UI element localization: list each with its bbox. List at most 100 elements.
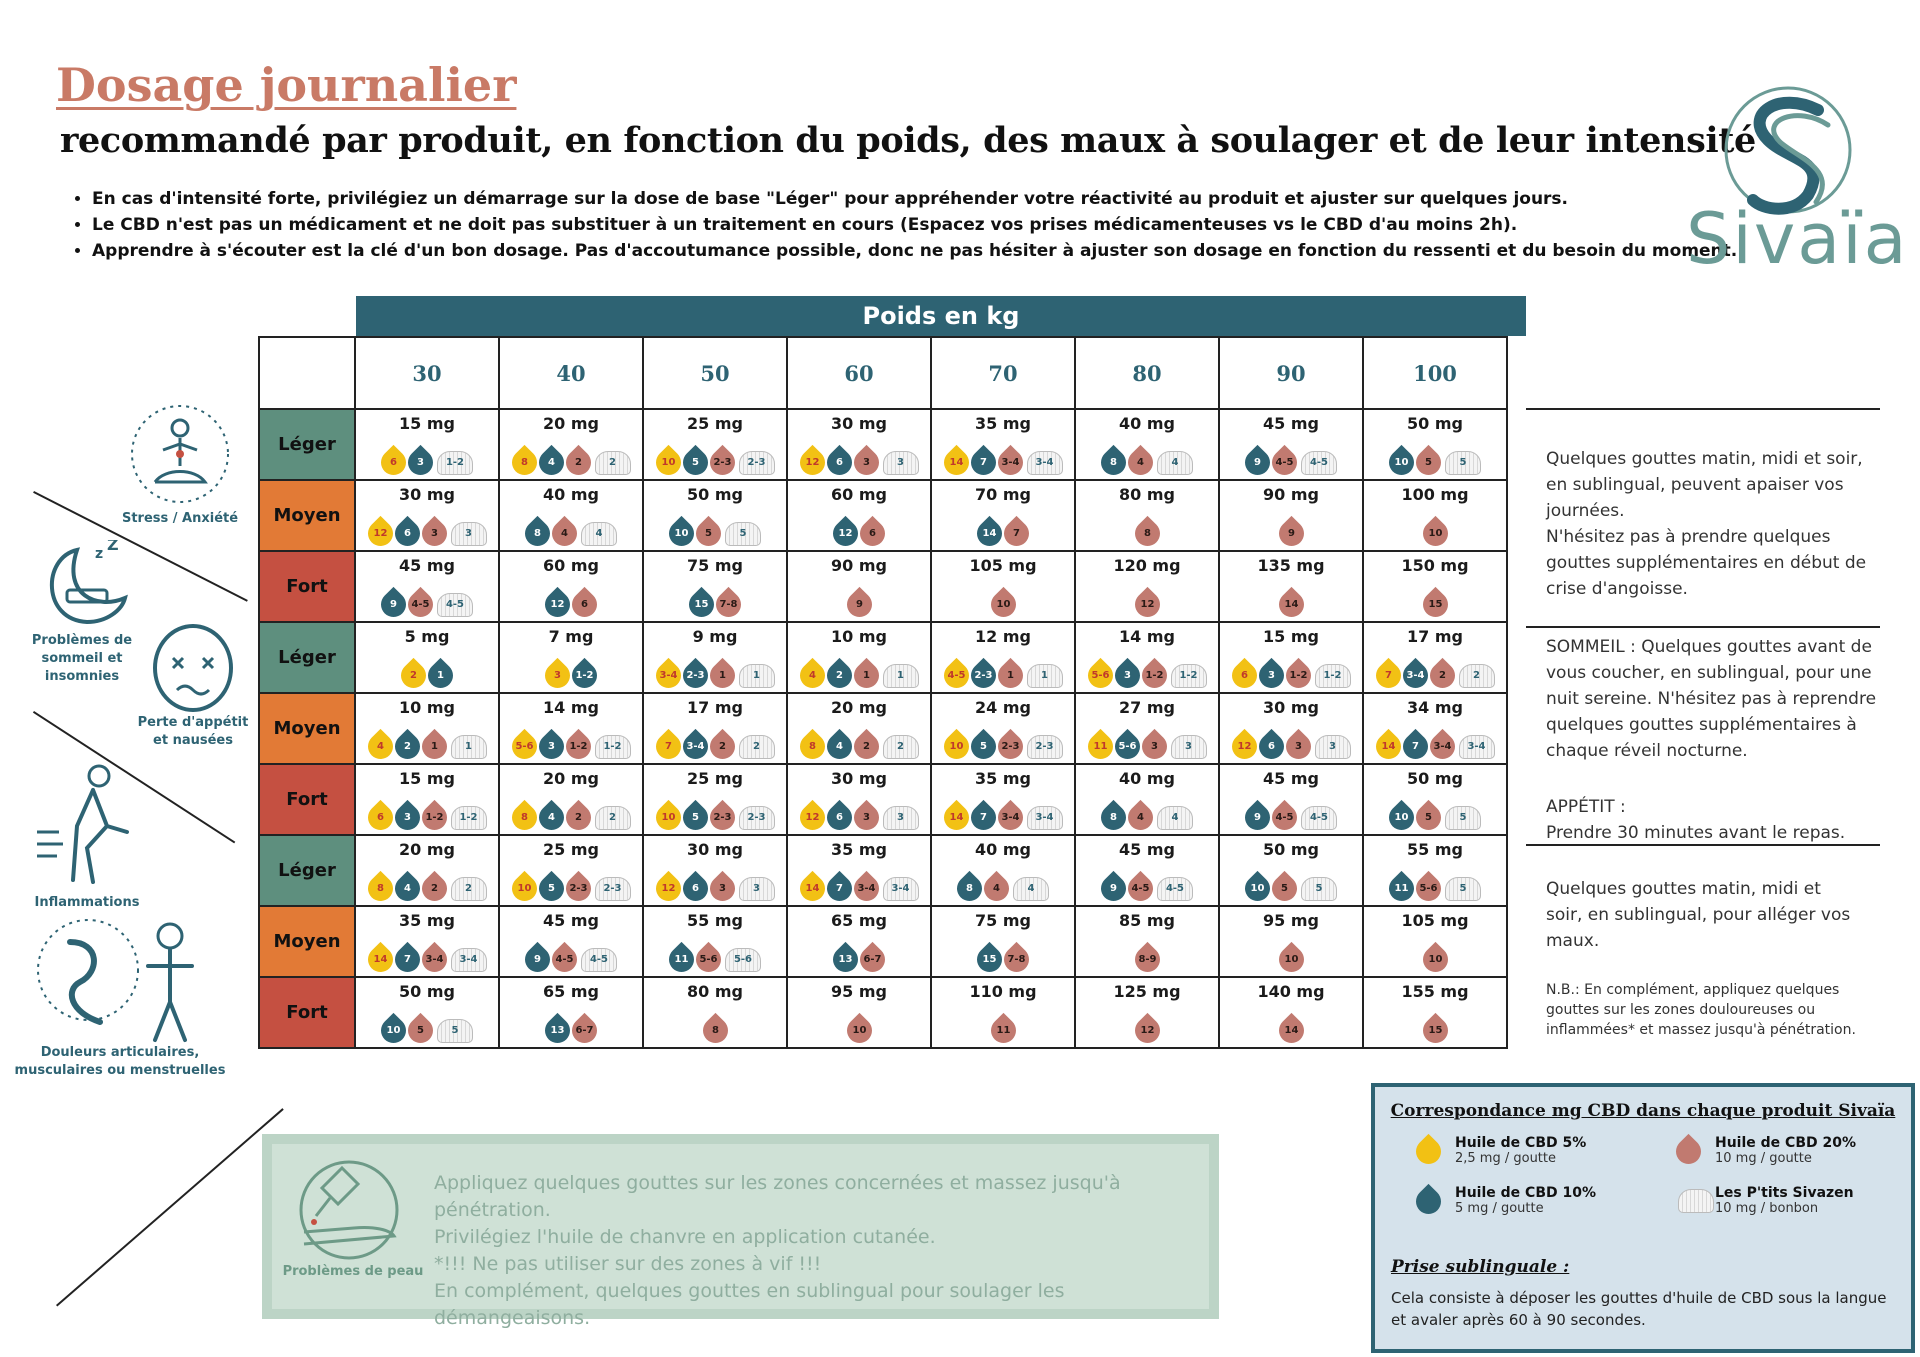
drop-group: 11 5-6 5 [1364, 870, 1506, 907]
dosage-cell: 80 mg 8 [642, 976, 788, 1049]
drop-count: 9 [1287, 528, 1295, 539]
candy-shell-icon: 3 [882, 450, 919, 475]
dosage-row: Moyen 30 mg 12 6 3 3 40 mg 8 4 4 50 mg 10 5 5 60 mg 12 6… [258, 479, 1508, 552]
yellow-drop-icon: 7 [1370, 657, 1406, 694]
blue-drop-icon: 5 [533, 870, 569, 907]
dose-mg: 15 mg [399, 414, 455, 433]
dosage-cell: 35 mg 14 7 3-4 3-4 [354, 905, 500, 978]
drop-count: 3 [718, 883, 726, 894]
blue-drop-icon: 7 [965, 799, 1001, 836]
dosage-row: Fort 15 mg 6 3 1-2 1-2 20 mg 8 4 2 2 25 mg 10 5 2-3 2-3… [258, 763, 1508, 836]
drop-count: 8 [1110, 812, 1117, 823]
dosage-cell: 55 mg 11 5-6 5-6 [642, 905, 788, 978]
drop-count: 2 [574, 812, 582, 823]
rose-drop-icon: 14 [1273, 1012, 1309, 1049]
rose-drop-icon: 15 [1417, 586, 1453, 623]
blue-drop-icon: 14 [971, 515, 1008, 552]
weight-column-header: 80 [1074, 336, 1220, 410]
dosage-cell: 50 mg 10 5 5 [354, 976, 500, 1049]
drop-group: 10 5 2-3 2-3 [500, 870, 642, 907]
candy-shell-icon: 2-3 [738, 805, 775, 830]
candy-shell-icon: 4-5 [581, 947, 617, 972]
blue-drop-icon: 10 [663, 515, 700, 552]
dosage-cell: 20 mg 8 4 2 2 [786, 692, 932, 765]
rose-drop-icon: 5 [690, 515, 727, 552]
remark-stress: Quelques gouttes matin, midi et soir, en… [1546, 446, 1866, 602]
divider [1526, 844, 1880, 846]
rose-drop-icon: 3 [704, 870, 740, 907]
category-label: Stress / Anxiété [121, 511, 239, 526]
rose-drop-icon: 1-2 [1136, 657, 1172, 694]
dosage-cell: 65 mg 13 6-7 [498, 976, 644, 1049]
drop-group: 9 [788, 586, 930, 623]
drop-count: 3 [403, 812, 411, 823]
dosage-cell: 155 mg 15 [1362, 976, 1508, 1049]
candy-shell-icon: 1-2 [450, 805, 487, 830]
drop-count: 1 [862, 670, 870, 681]
dosage-cell: 5 mg 2 1 [354, 621, 500, 694]
yellow-drop-icon: 6 [375, 444, 412, 481]
dose-mg: 100 mg [1401, 485, 1469, 504]
yellow-drop-icon: 4 [362, 728, 398, 765]
dose-mg: 150 mg [1401, 556, 1469, 575]
dose-mg: 80 mg [687, 982, 743, 1001]
rose-drop-icon: 5 [402, 1012, 439, 1049]
dosage-cell: 40 mg 8 4 4 [498, 479, 644, 552]
drop-count: 4 [561, 528, 568, 539]
dose-mg: 95 mg [1263, 911, 1319, 930]
rose-drop-icon: 2 [416, 870, 452, 907]
remark-line: maux. [1546, 931, 1600, 951]
drop-count: 2 [1438, 670, 1446, 681]
drop-count: 8 [520, 812, 528, 823]
blue-drop-icon: 10 [1383, 444, 1420, 481]
drop-count: 10 [661, 812, 675, 823]
dose-mg: 14 mg [1119, 627, 1175, 646]
legend-item-cbd20: Huile de CBD 20% 10 mg / goutte [1670, 1133, 1895, 1170]
category-nausea: Perte d'appétit et nausées [128, 616, 258, 750]
legend-item-sivazen: Les P'tits Sivazen 10 mg / bonbon [1675, 1185, 1895, 1216]
dosage-cell: 45 mg 9 4-5 4-5 [1074, 834, 1220, 907]
rose-drop-icon [1670, 1133, 1707, 1170]
drop-count: 2-3 [973, 670, 993, 681]
rose-drop-icon: 8-9 [1129, 941, 1165, 978]
drop-group: 10 [932, 586, 1074, 623]
dosage-cell: 100 mg 10 [1362, 479, 1508, 552]
drop-count: 10 [517, 883, 531, 894]
candy-shell-icon: 4-5 [1301, 450, 1337, 475]
drop-count: 3-4 [685, 741, 705, 752]
drop-group: 14 7 3-4 3-4 [932, 799, 1074, 836]
drop-count: 7 [664, 741, 672, 752]
drop-group: 9 4-5 4-5 [356, 586, 498, 623]
rose-drop-icon: 15 [1417, 1012, 1453, 1049]
category-inflammation: Inflammations [22, 762, 152, 912]
candy-shell-icon: 1-2 [594, 734, 631, 759]
drop-count: 3-4 [658, 670, 678, 681]
rose-drop-icon: 3 [848, 444, 884, 481]
dosage-cell: 50 mg 10 5 5 [1218, 834, 1364, 907]
drop-group: 12 6 3 3 [356, 515, 498, 552]
dropper-hand-icon [299, 1160, 399, 1260]
yellow-drop-icon: 12 [362, 515, 398, 552]
drop-group: 9 4-5 4-5 [1076, 870, 1218, 907]
drop-count: 4 [547, 812, 555, 823]
blue-drop-icon: 6 [389, 515, 425, 552]
drop-count: 5 [1425, 457, 1432, 468]
drop-count: 8 [520, 457, 528, 468]
drop-count: 2 [718, 741, 726, 752]
remark-line: quelques gouttes supplémentaires à [1546, 715, 1857, 735]
category-stress: Stress / Anxiété [90, 402, 270, 528]
skin-label: Problèmes de peau [282, 1264, 424, 1279]
blue-drop-icon: 2-3 [677, 657, 713, 694]
skin-line: Appliquez quelques gouttes sur les zones… [434, 1172, 1121, 1221]
drop-count: 7 [403, 954, 411, 965]
drop-count: 1-2 [568, 741, 588, 752]
drop-group: 10 5 5 [1364, 444, 1506, 481]
dose-mg: 75 mg [975, 911, 1031, 930]
drop-count: 1-2 [1288, 670, 1308, 681]
drop-count: 2 [403, 741, 411, 752]
drop-count: 4 [1137, 457, 1144, 468]
drop-group: 10 [1364, 941, 1506, 978]
yellow-drop-icon: 4-5 [938, 657, 974, 694]
meditation-icon [131, 405, 229, 503]
drop-count: 1-2 [1144, 670, 1164, 681]
